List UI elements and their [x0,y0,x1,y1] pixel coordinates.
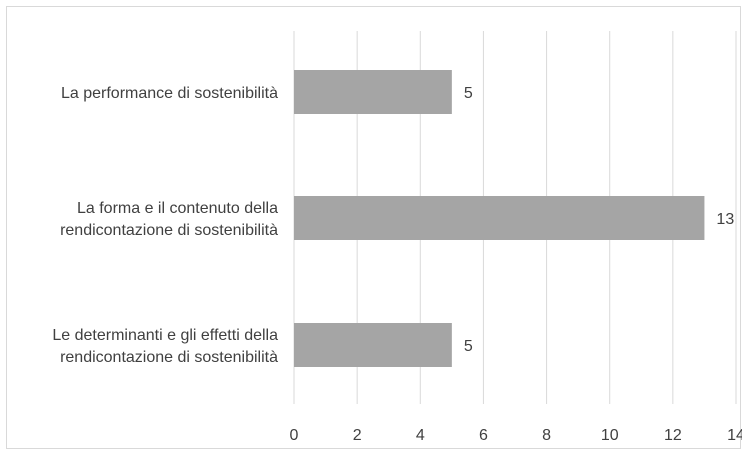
x-tick-label: 12 [664,427,682,444]
data-label: 5 [464,338,473,355]
bar [294,196,705,240]
x-tick-label: 2 [353,427,362,444]
bars [294,70,705,367]
category-label: rendicontazione di sostenibilità [60,222,278,239]
x-tick-label: 0 [290,427,299,444]
category-label: La performance di sostenibilità [61,85,278,102]
x-tick-label: 4 [416,427,425,444]
category-label: La forma e il contenuto della [77,200,278,217]
bar-chart: La performance di sostenibilità La forma … [52,31,742,444]
bar [294,70,452,114]
category-labels: La performance di sostenibilità La forma … [52,85,278,366]
x-axis-tick-labels: 0 2 4 6 8 10 12 14 [290,427,742,444]
bar [294,323,452,367]
data-labels: 5 13 5 [464,85,734,355]
data-label: 5 [464,85,473,102]
category-label: rendicontazione di sostenibilità [60,349,278,366]
chart-frame: La performance di sostenibilità La forma … [6,6,742,449]
x-tick-label: 14 [727,427,742,444]
x-tick-label: 8 [542,427,551,444]
x-tick-label: 6 [479,427,488,444]
data-label: 13 [716,211,734,228]
x-tick-label: 10 [601,427,619,444]
category-label: Le determinanti e gli effetti della [52,327,278,344]
